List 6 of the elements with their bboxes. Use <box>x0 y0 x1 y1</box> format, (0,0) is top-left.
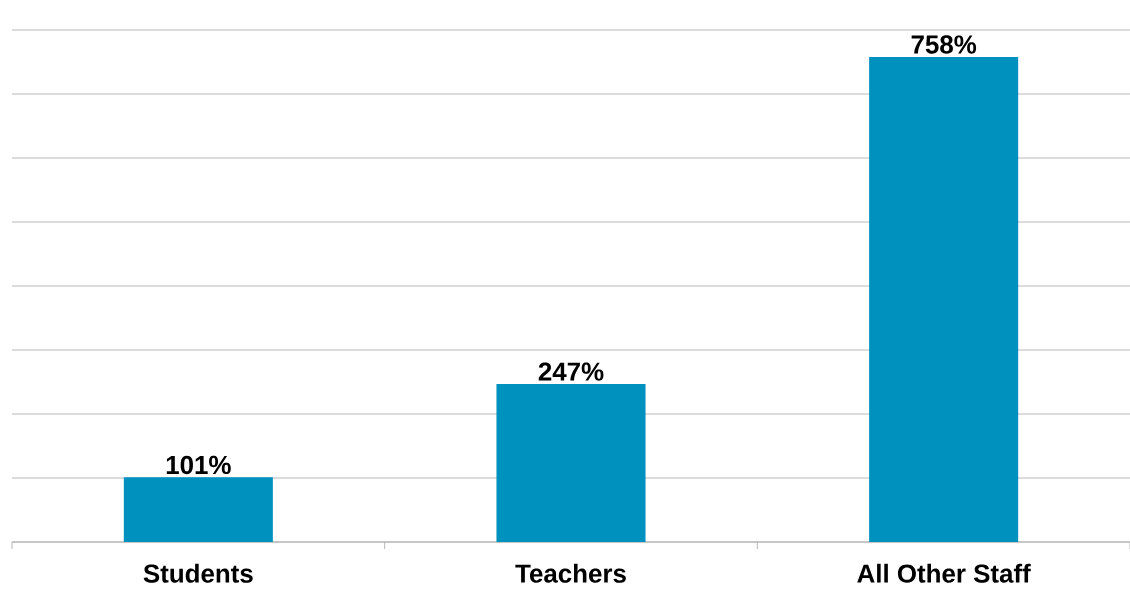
x-tick-label: Teachers <box>515 563 626 583</box>
x-tick-label: Students <box>143 563 253 583</box>
data-label: 247% <box>538 362 604 381</box>
x-tick-label: All Other Staff <box>857 563 1031 583</box>
data-label: 758% <box>911 35 977 54</box>
data-label: 101% <box>166 455 231 475</box>
